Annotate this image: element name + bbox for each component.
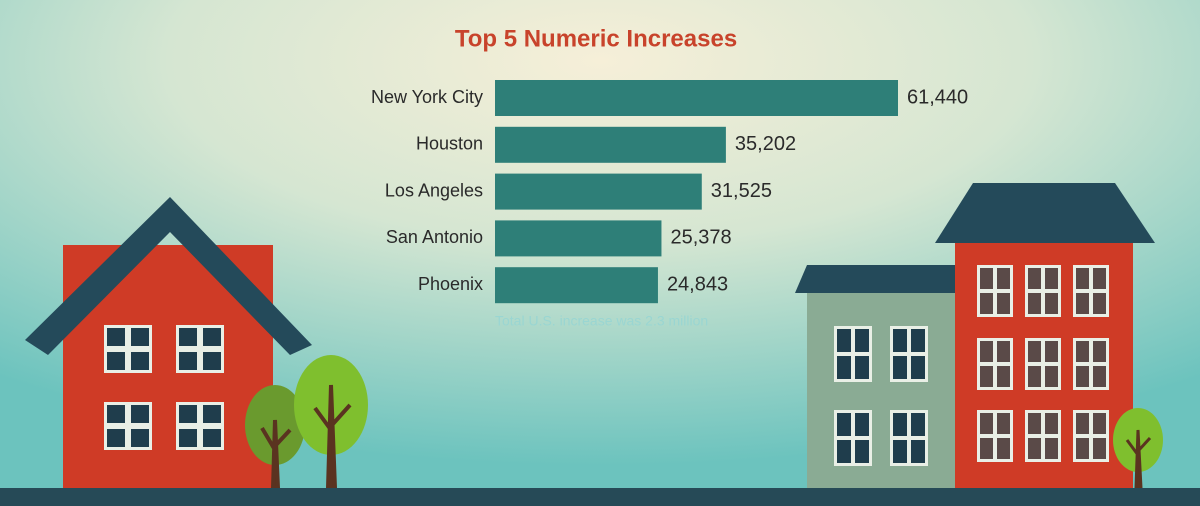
window bbox=[890, 410, 928, 466]
window bbox=[834, 410, 872, 466]
note: Total U.S. increase was 2.3 million bbox=[495, 313, 708, 329]
building-wall bbox=[807, 292, 959, 488]
right-buildings bbox=[795, 183, 1163, 490]
category-label: Houston bbox=[416, 134, 483, 154]
window bbox=[104, 325, 152, 373]
category-label: Phoenix bbox=[418, 274, 483, 294]
window bbox=[1025, 410, 1061, 462]
building-roof bbox=[935, 183, 1155, 243]
window bbox=[834, 326, 872, 382]
house-roof bbox=[25, 197, 312, 355]
window bbox=[1073, 410, 1109, 462]
bar bbox=[495, 173, 702, 210]
window bbox=[176, 325, 224, 373]
bar bbox=[495, 220, 662, 257]
window bbox=[1073, 265, 1109, 317]
value-label: 31,525 bbox=[711, 180, 772, 202]
value-label: 25,378 bbox=[670, 227, 731, 249]
window bbox=[104, 402, 152, 450]
window bbox=[977, 265, 1013, 317]
window bbox=[977, 338, 1013, 390]
category-label: Los Angeles bbox=[385, 180, 483, 200]
ground bbox=[0, 488, 1200, 506]
window bbox=[977, 410, 1013, 462]
window bbox=[890, 326, 928, 382]
building-roof bbox=[795, 265, 970, 293]
chart-title: Top 5 Numeric Increases bbox=[455, 25, 737, 52]
bar bbox=[495, 126, 726, 163]
bar bbox=[495, 267, 658, 304]
window bbox=[1073, 338, 1109, 390]
value-label: 24,843 bbox=[667, 273, 728, 295]
value-label: 61,440 bbox=[907, 86, 968, 108]
window bbox=[1025, 265, 1061, 317]
window bbox=[176, 402, 224, 450]
value-label: 35,202 bbox=[735, 133, 796, 155]
bar bbox=[495, 80, 898, 116]
window bbox=[1025, 338, 1061, 390]
category-label: San Antonio bbox=[386, 227, 483, 247]
category-label: New York City bbox=[371, 87, 483, 107]
trees-left bbox=[245, 355, 368, 490]
left-house bbox=[25, 197, 312, 488]
